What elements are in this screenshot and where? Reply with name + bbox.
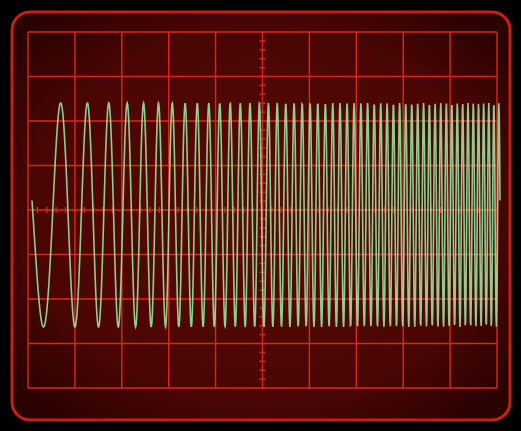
- chirp-trace: [31, 100, 501, 330]
